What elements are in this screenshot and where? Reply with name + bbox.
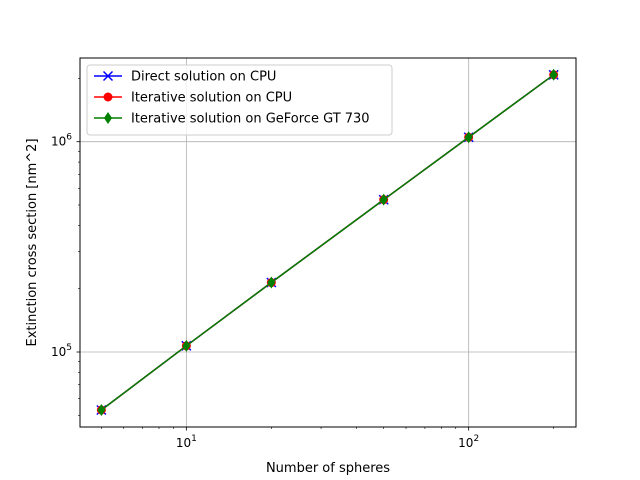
plot-frame — [79, 57, 577, 428]
x-tick-label: 101 — [176, 434, 197, 450]
marker-stroke — [102, 70, 114, 82]
data-point — [379, 193, 388, 206]
legend: Direct solution on CPU Iterative solution… — [86, 64, 393, 136]
data-point — [464, 131, 473, 144]
x-tick-label: 102 — [458, 434, 479, 450]
legend-item: Iterative solution on GeForce GT 730 — [94, 112, 370, 127]
legend-label: Direct solution on CPU — [131, 70, 276, 85]
legend-marker — [102, 70, 114, 82]
series-layer — [96, 68, 559, 417]
y-tick-label: 105 — [51, 343, 72, 359]
data-point — [182, 339, 191, 352]
series-line — [100, 74, 555, 411]
x-axis-label: Number of spheres — [266, 461, 390, 476]
legend-label: Iterative solution on CPU — [131, 91, 292, 106]
y-axis-label: Extinction cross section [nm^2] — [25, 138, 40, 346]
legend-item: Iterative solution on CPU — [94, 91, 292, 106]
legend-item: Direct solution on CPU — [94, 70, 276, 85]
legend-marker — [103, 92, 113, 102]
data-point — [267, 276, 276, 289]
axis-ticks: 101 102 105 106 — [51, 78, 554, 450]
legend-box — [86, 64, 393, 136]
legend-marker — [104, 112, 112, 124]
y-tick-label: 106 — [51, 133, 72, 149]
series-3 — [97, 68, 558, 417]
data-point — [97, 404, 106, 417]
legend-label: Iterative solution on GeForce GT 730 — [131, 112, 370, 127]
data-point — [549, 68, 558, 81]
